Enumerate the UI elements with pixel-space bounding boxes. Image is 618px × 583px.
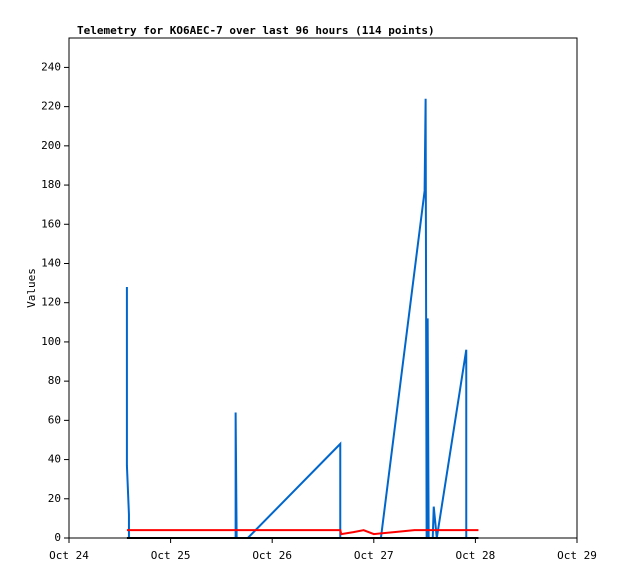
series-line: [125, 98, 468, 539]
x-tick-label: Oct 27: [354, 549, 394, 562]
x-tick-label: Oct 29: [557, 549, 597, 562]
plot-frame: [68, 37, 578, 539]
x-tick-label: Oct 28: [456, 549, 496, 562]
y-tick-label: 0: [54, 531, 61, 544]
y-tick-label: 120: [41, 296, 61, 309]
x-tick-label: Oct 24: [49, 549, 89, 562]
y-tick-label: 60: [48, 413, 61, 426]
y-tick-label: 40: [48, 453, 61, 466]
y-tick-label: 180: [41, 178, 61, 191]
y-tick-label: 20: [48, 492, 61, 505]
chart-title: Telemetry for KO6AEC-7 over last 96 hour…: [77, 24, 435, 37]
y-tick-label: 200: [41, 139, 61, 152]
x-tick-label: Oct 26: [252, 549, 292, 562]
y-tick-label: 100: [41, 335, 61, 348]
series-line: [126, 529, 479, 536]
y-tick-label: 220: [41, 100, 61, 113]
y-axis-label: Values: [25, 268, 38, 308]
y-tick-label: 240: [41, 60, 61, 73]
y-tick-label: 140: [41, 256, 61, 269]
y-tick-label: 80: [48, 374, 61, 387]
x-tick-label: Oct 25: [151, 549, 191, 562]
y-tick-label: 160: [41, 217, 61, 230]
